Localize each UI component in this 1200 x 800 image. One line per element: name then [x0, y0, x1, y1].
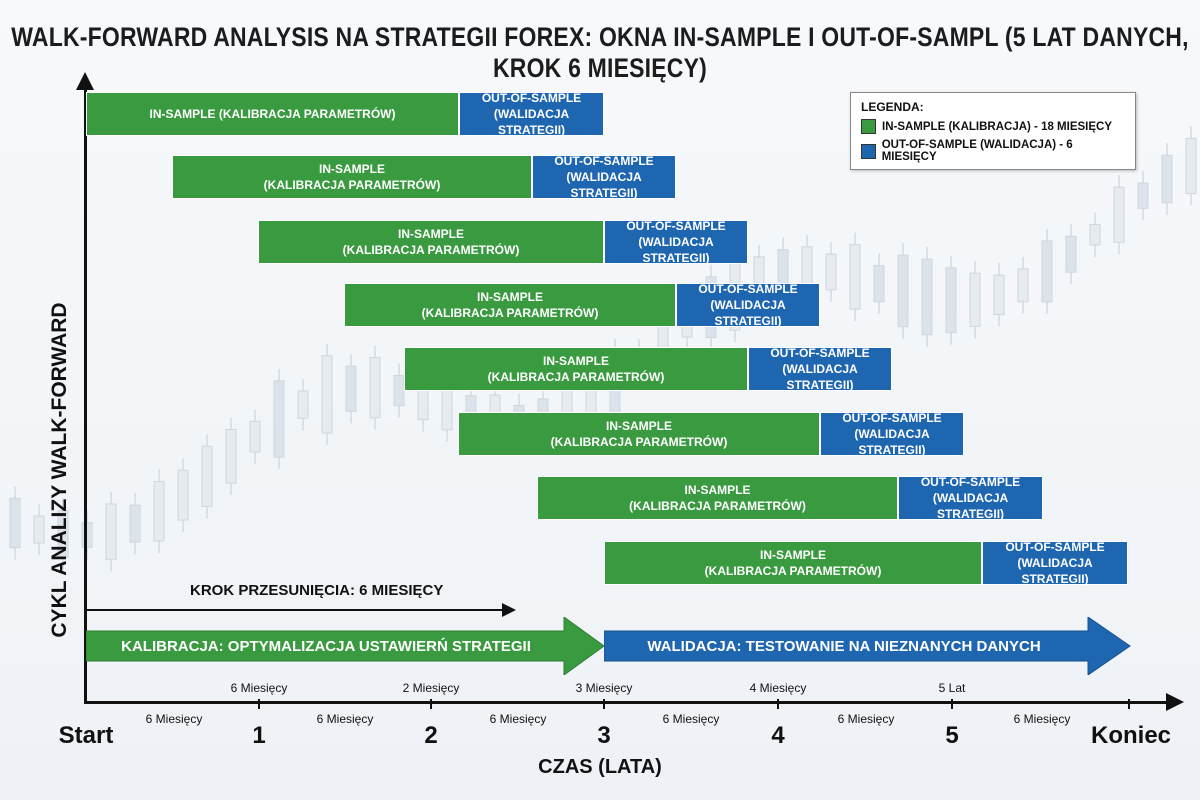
x-major-label-start: Start	[58, 722, 114, 749]
y-axis-label: CYKL ANALIZY WALK-FORWARD	[48, 302, 71, 638]
out-of-sample-window-text: (WALIDACJA STRATEGII)	[932, 491, 1009, 521]
out-of-sample-window: OUT-OF-SAMPLE (WALIDACJA STRATEGII)	[820, 411, 964, 457]
x-major-label: 3	[597, 722, 611, 749]
out-of-sample-window-text: (WALIDACJA STRATEGII)	[1017, 556, 1093, 586]
y-axis-line	[84, 90, 87, 702]
lower-tick-label: 6 Miesięcy	[1013, 712, 1071, 726]
in-sample-window-text: (KALIBRACJA PARAMETRÓW)	[421, 306, 599, 320]
out-of-sample-window-text: (WALIDACJA STRATEGII)	[566, 170, 642, 200]
legend-item-out-sample: OUT-OF-SAMPLE (WALIDACJA) - 6 MIESIĘCY	[861, 139, 1125, 163]
out-of-sample-window: OUT-OF-SAMPLE (WALIDACJA STRATEGII)	[604, 219, 748, 265]
x-tick	[777, 699, 779, 709]
out-of-sample-window: OUT-OF-SAMPLE (WALIDACJA STRATEGII)	[532, 154, 676, 200]
x-tick	[951, 699, 953, 709]
lower-tick-label: 6 Miesięcy	[145, 712, 203, 726]
in-sample-window-text: (KALIBRACJA PARAMETRÓW)	[263, 178, 441, 192]
legend-item-in-sample: IN-SAMPLE (KALIBRACJA) - 18 MIESIĘCY	[861, 119, 1125, 134]
out-of-sample-window-text: OUT-OF-SAMPLE	[770, 346, 870, 360]
lower-tick-label: 6 Miesięcy	[316, 712, 374, 726]
out-of-sample-window: OUT-OF-SAMPLE (WALIDACJA STRATEGII)	[898, 475, 1043, 521]
diagram-title: WALK-FORWARD ANALYSIS NA STRATEGII FOREX…	[11, 21, 1189, 83]
step-arrow-line	[86, 609, 504, 611]
in-sample-window-text: IN-SAMPLE	[398, 227, 464, 241]
in-sample-window-text: IN-SAMPLE	[319, 162, 385, 176]
x-major-label: 4	[771, 722, 785, 749]
out-of-sample-window-text: (WALIDACJA STRATEGII)	[493, 107, 570, 137]
in-sample-window-text: (KALIBRACJA PARAMETRÓW)	[704, 564, 882, 578]
validation-phase-arrow	[604, 617, 1131, 675]
out-of-sample-window-text: (WALIDACJA STRATEGII)	[638, 235, 714, 265]
x-axis-label: CZAS (LATA)	[538, 756, 662, 778]
calibration-phase-arrow	[86, 617, 605, 675]
in-sample-window-text: IN-SAMPLE	[477, 290, 543, 304]
in-sample-window-text: (KALIBRACJA PARAMETRÓW)	[629, 499, 806, 513]
out-of-sample-window: OUT-OF-SAMPLE (WALIDACJA STRATEGII)	[748, 346, 892, 392]
upper-tick-label: 3 Miesięcy	[575, 681, 633, 695]
in-sample-window-text: IN-SAMPLE	[606, 419, 672, 433]
lower-tick-label: 6 Miesięcy	[489, 712, 547, 726]
calibration-phase-label: KALIBRACJA: OPTYMALIZACJA USTAWIERŃ STRA…	[121, 638, 531, 655]
out-of-sample-window-text: (WALIDACJA STRATEGII)	[854, 427, 930, 457]
out-of-sample-window-text: OUT-OF-SAMPLE	[842, 411, 942, 425]
out-of-sample-window: OUT-OF-SAMPLE (WALIDACJA STRATEGII)	[982, 540, 1128, 586]
x-tick	[1128, 699, 1130, 709]
x-major-label: 1	[252, 722, 266, 749]
legend-swatch-blue	[861, 143, 876, 159]
out-of-sample-window-text: OUT-OF-SAMPLE	[920, 475, 1021, 489]
in-sample-window-text: (KALIBRACJA PARAMETRÓW)	[550, 435, 728, 449]
in-sample-window: IN-SAMPLE (KALIBRACJA PARAMETRÓW)	[86, 92, 459, 136]
upper-tick-label: 2 Miesięcy	[402, 681, 460, 695]
in-sample-window-text: (KALIBRACJA PARAMETRÓW)	[487, 370, 665, 384]
x-major-label-end: Koniec	[1090, 722, 1172, 749]
upper-tick-label: 5 Lat	[938, 681, 966, 695]
legend: LEGENDA: IN-SAMPLE (KALIBRACJA) - 18 MIE…	[850, 92, 1136, 170]
x-tick	[603, 699, 605, 709]
x-major-label: 5	[945, 722, 959, 749]
lower-tick-label: 6 Miesięcy	[837, 712, 895, 726]
out-of-sample-window-text: OUT-OF-SAMPLE	[1005, 540, 1105, 554]
out-of-sample-window-text: (WALIDACJA STRATEGII)	[710, 298, 786, 328]
lower-tick-label: 6 Miesięcy	[662, 712, 720, 726]
in-sample-window: IN-SAMPLE (KALIBRACJA PARAMETRÓW)	[458, 412, 820, 456]
out-of-sample-window: OUT-OF-SAMPLE (WALIDACJA STRATEGII)	[676, 282, 820, 328]
in-sample-window: IN-SAMPLE (KALIBRACJA PARAMETRÓW)	[404, 347, 748, 391]
out-of-sample-window: OUT-OF-SAMPLE (WALIDACJA STRATEGII)	[459, 91, 604, 137]
out-of-sample-window-text: (WALIDACJA STRATEGII)	[782, 362, 858, 392]
step-label: KROK PRZESUNIĘCIA: 6 MIESIĘCY	[190, 582, 444, 599]
legend-label-in-sample: IN-SAMPLE (KALIBRACJA) - 18 MIESIĘCY	[882, 120, 1113, 133]
in-sample-window: IN-SAMPLE (KALIBRACJA PARAMETRÓW)	[537, 476, 898, 520]
in-sample-window-text: (KALIBRACJA PARAMETRÓW)	[342, 243, 520, 257]
out-of-sample-window-text: OUT-OF-SAMPLE	[554, 154, 654, 168]
x-axis-line	[84, 701, 1169, 704]
in-sample-window: IN-SAMPLE (KALIBRACJA PARAMETRÓW)	[344, 283, 676, 327]
upper-tick-label: 4 Miesięcy	[749, 681, 807, 695]
x-tick	[258, 699, 260, 709]
in-sample-window: IN-SAMPLE (KALIBRACJA PARAMETRÓW)	[604, 541, 982, 585]
out-of-sample-window-text: OUT-OF-SAMPLE	[698, 282, 798, 296]
legend-title: LEGENDA:	[861, 100, 924, 114]
x-major-label: 2	[424, 722, 438, 749]
legend-swatch-green	[861, 119, 876, 134]
x-tick	[430, 699, 432, 709]
in-sample-window-text: IN-SAMPLE	[760, 548, 826, 562]
y-axis-arrow	[76, 72, 94, 90]
x-axis-arrow	[1166, 693, 1184, 711]
out-of-sample-window-text: OUT-OF-SAMPLE	[481, 91, 582, 105]
out-of-sample-window-text: OUT-OF-SAMPLE	[626, 219, 726, 233]
upper-tick-label: 6 Miesięcy	[230, 681, 288, 695]
in-sample-window: IN-SAMPLE (KALIBRACJA PARAMETRÓW)	[172, 155, 532, 199]
in-sample-window: IN-SAMPLE (KALIBRACJA PARAMETRÓW)	[258, 220, 604, 264]
step-arrow-head	[502, 603, 516, 617]
in-sample-window-text: IN-SAMPLE (KALIBRACJA PARAMETRÓW)	[149, 107, 396, 121]
in-sample-window-text: IN-SAMPLE	[684, 483, 751, 497]
legend-label-out-sample: OUT-OF-SAMPLE (WALIDACJA) - 6 MIESIĘCY	[881, 139, 1073, 163]
in-sample-window-text: IN-SAMPLE	[543, 354, 609, 368]
validation-phase-label: WALIDACJA: TESTOWANIE NA NIEZNANYCH DANY…	[647, 638, 1041, 655]
